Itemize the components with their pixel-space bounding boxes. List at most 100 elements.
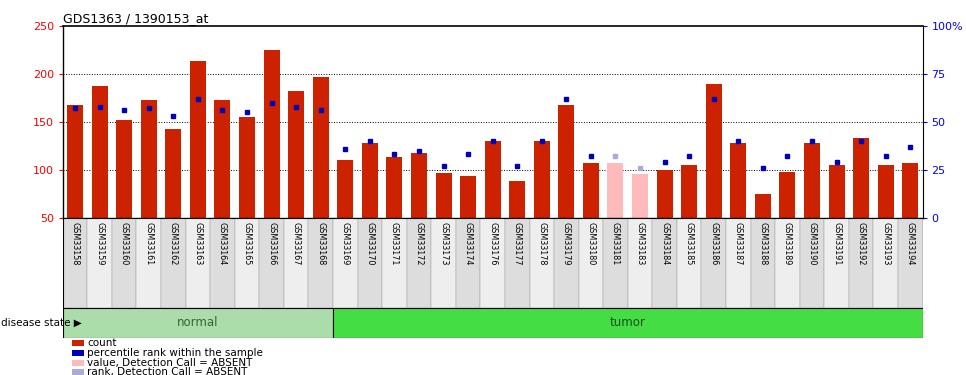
Bar	[505, 217, 529, 308]
Text: tumor: tumor	[610, 316, 645, 329]
Text: GSM33188: GSM33188	[758, 222, 767, 265]
Bar	[386, 157, 403, 266]
Text: normal: normal	[177, 316, 218, 329]
Bar	[480, 217, 505, 308]
Bar	[677, 217, 701, 308]
Bar	[800, 217, 824, 308]
Bar	[579, 217, 603, 308]
Bar	[235, 217, 259, 308]
Bar	[165, 129, 182, 266]
Bar	[898, 217, 923, 308]
Text: GSM33173: GSM33173	[439, 222, 448, 266]
Bar	[284, 217, 308, 308]
Bar	[751, 217, 775, 308]
Text: GSM33184: GSM33184	[660, 222, 669, 265]
Bar	[362, 143, 378, 266]
Bar	[902, 163, 919, 266]
Text: GSM33159: GSM33159	[95, 222, 104, 266]
Text: GSM33194: GSM33194	[906, 222, 915, 266]
Bar	[136, 217, 161, 308]
Bar	[337, 160, 354, 266]
Text: count: count	[87, 338, 117, 348]
Bar	[308, 217, 333, 308]
Text: GSM33166: GSM33166	[267, 222, 276, 265]
Bar	[161, 217, 185, 308]
Text: GSM33163: GSM33163	[193, 222, 203, 265]
Text: GSM33161: GSM33161	[144, 222, 154, 265]
Text: GSM33189: GSM33189	[782, 222, 792, 266]
Bar	[558, 105, 575, 266]
Text: GSM33172: GSM33172	[414, 222, 423, 266]
Bar	[259, 217, 284, 308]
Bar	[780, 172, 795, 266]
Text: GSM33160: GSM33160	[120, 222, 128, 265]
Text: GSM33171: GSM33171	[390, 222, 399, 266]
Text: GSM33177: GSM33177	[513, 222, 522, 266]
Bar	[849, 217, 873, 308]
Bar	[706, 84, 722, 266]
Text: GSM33180: GSM33180	[586, 222, 595, 265]
Bar	[411, 153, 427, 266]
Text: GSM33191: GSM33191	[832, 222, 841, 266]
Bar	[681, 165, 697, 266]
Bar	[460, 176, 476, 266]
Text: GSM33165: GSM33165	[242, 222, 251, 266]
Bar	[313, 77, 328, 266]
Text: GSM33174: GSM33174	[464, 222, 472, 266]
Text: GSM33187: GSM33187	[734, 222, 743, 266]
Bar	[853, 138, 869, 266]
Bar	[141, 100, 156, 266]
Text: GDS1363 / 1390153_at: GDS1363 / 1390153_at	[63, 12, 208, 25]
Text: GSM33176: GSM33176	[488, 222, 497, 266]
Bar	[829, 165, 844, 266]
Bar	[63, 308, 333, 338]
Bar	[608, 163, 623, 266]
Bar	[407, 217, 431, 308]
Text: percentile rank within the sample: percentile rank within the sample	[87, 348, 263, 358]
Bar	[485, 141, 500, 266]
Bar	[632, 174, 648, 266]
Text: GSM33167: GSM33167	[292, 222, 300, 266]
Bar	[288, 91, 304, 266]
Text: GSM33170: GSM33170	[365, 222, 375, 266]
Bar	[190, 61, 206, 266]
Text: GSM33183: GSM33183	[636, 222, 644, 265]
Bar	[239, 117, 255, 266]
Bar	[264, 50, 279, 266]
Bar	[357, 217, 383, 308]
Bar	[211, 217, 235, 308]
Bar	[804, 143, 820, 266]
Text: GSM33181: GSM33181	[611, 222, 620, 265]
Text: GSM33164: GSM33164	[218, 222, 227, 265]
Text: GSM33162: GSM33162	[169, 222, 178, 266]
Bar	[775, 217, 800, 308]
Bar	[436, 172, 451, 266]
Bar	[185, 217, 211, 308]
Bar	[431, 217, 456, 308]
Bar	[657, 170, 672, 266]
Bar	[87, 217, 112, 308]
Text: GSM33168: GSM33168	[316, 222, 326, 265]
Bar	[701, 217, 726, 308]
Bar	[554, 217, 579, 308]
Bar	[754, 194, 771, 266]
Bar	[652, 217, 677, 308]
Text: value, Detection Call = ABSENT: value, Detection Call = ABSENT	[87, 358, 252, 368]
Text: GSM33169: GSM33169	[341, 222, 350, 266]
Text: disease state ▶: disease state ▶	[1, 318, 82, 327]
Bar	[878, 165, 894, 266]
Bar	[509, 181, 526, 266]
Bar	[726, 217, 751, 308]
Bar	[383, 217, 407, 308]
Bar	[214, 100, 231, 266]
Bar	[534, 141, 550, 266]
Text: GSM33186: GSM33186	[709, 222, 719, 265]
Bar	[63, 217, 87, 308]
Bar	[603, 217, 628, 308]
Bar	[112, 217, 136, 308]
Bar	[456, 217, 480, 308]
Bar	[333, 308, 923, 338]
Bar	[582, 163, 599, 266]
Bar	[92, 86, 107, 266]
Text: GSM33193: GSM33193	[881, 222, 891, 266]
